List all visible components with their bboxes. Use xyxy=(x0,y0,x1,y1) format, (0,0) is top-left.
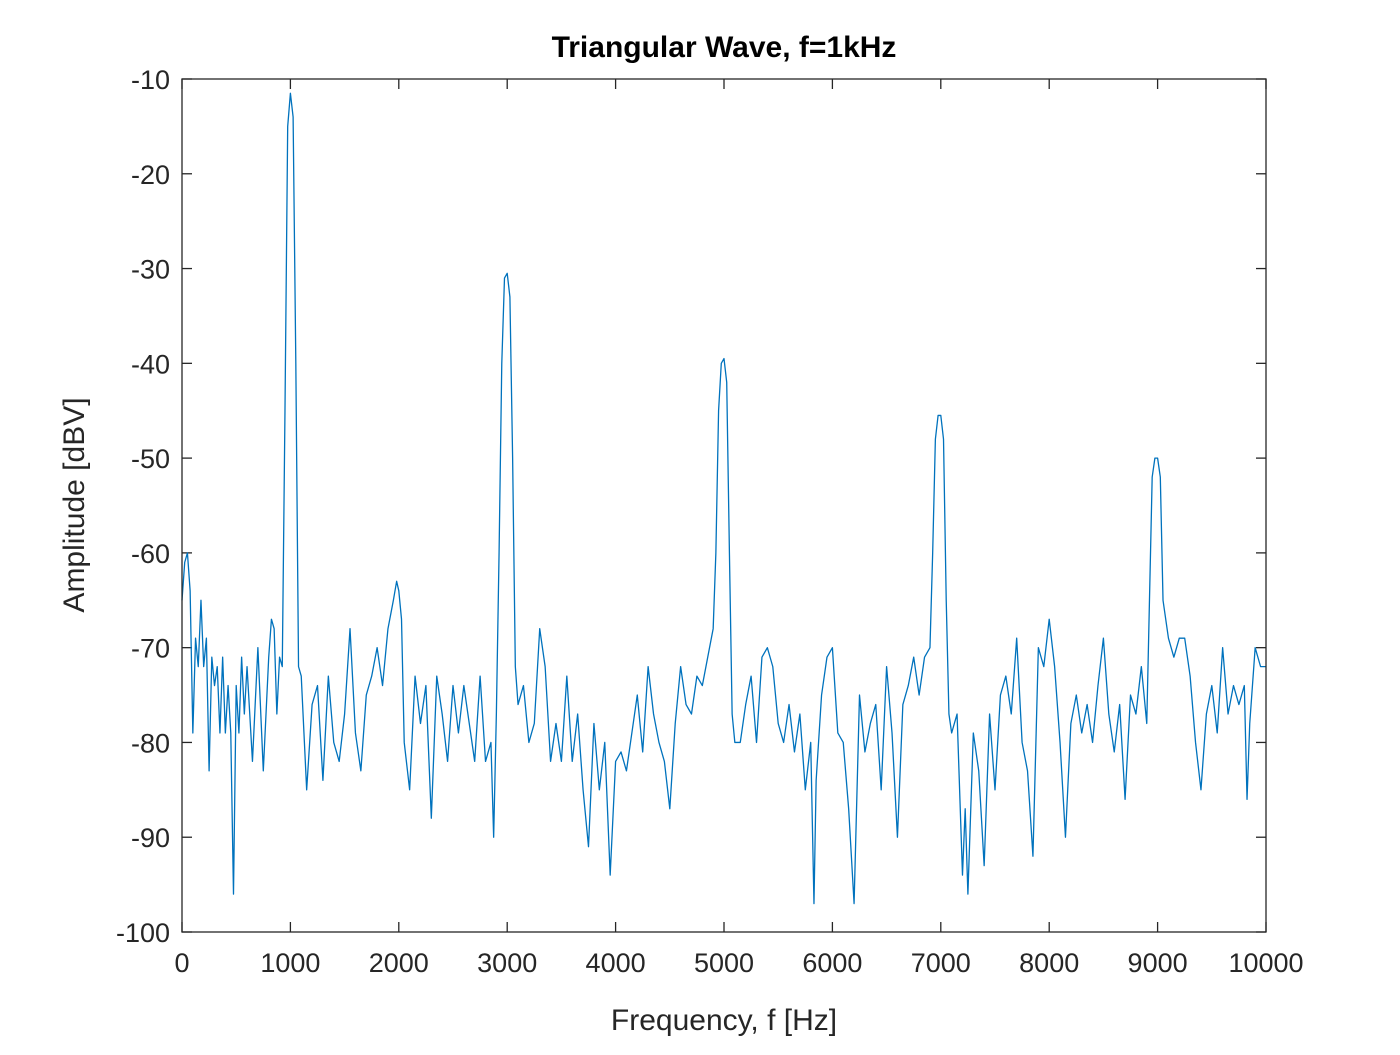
x-tick-label: 4000 xyxy=(586,948,646,978)
x-tick-label: 3000 xyxy=(477,948,537,978)
y-tick-label: -50 xyxy=(131,444,170,474)
y-tick-label: -100 xyxy=(116,918,170,948)
x-tick-label: 1000 xyxy=(260,948,320,978)
plot-area xyxy=(182,79,1266,932)
x-axis-label: Frequency, f [Hz] xyxy=(611,1004,837,1037)
series-line xyxy=(181,92,1266,905)
y-tick-label: -80 xyxy=(131,728,170,758)
x-tick-label: 2000 xyxy=(369,948,429,978)
y-tick-label: -10 xyxy=(131,65,170,95)
x-tick-label: 9000 xyxy=(1128,948,1188,978)
x-tick-label: 7000 xyxy=(911,948,971,978)
x-tick-label: 6000 xyxy=(802,948,862,978)
x-tick-label: 10000 xyxy=(1228,948,1303,978)
y-axis-label: Amplitude [dBV] xyxy=(58,397,91,612)
y-tick-label: -20 xyxy=(131,160,170,190)
y-tick-label: -60 xyxy=(131,539,170,569)
y-tick-label: -30 xyxy=(131,255,170,285)
axes: 0 1000 2000 3000 4000 5000 6000 7000 8000 9000 100… xyxy=(116,65,1304,978)
x-tick-label: 5000 xyxy=(694,948,754,978)
x-tick-label: 0 xyxy=(174,948,189,978)
chart-title: Triangular Wave, f=1kHz xyxy=(552,31,897,64)
y-tick-label: -90 xyxy=(131,823,170,853)
axes-box xyxy=(181,78,1267,933)
series xyxy=(181,92,1266,905)
x-tick-label: 8000 xyxy=(1019,948,1079,978)
y-tick-label: -70 xyxy=(131,634,170,664)
y-tick-label: -40 xyxy=(131,349,170,379)
